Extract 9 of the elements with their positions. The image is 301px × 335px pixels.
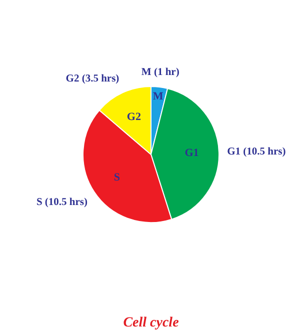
slice-label: M — [152, 90, 164, 103]
data-label: S (10.5 hrs) — [36, 196, 88, 208]
text: Cell cycle — [123, 316, 179, 330]
slice-label: S — [114, 171, 120, 184]
data-label: G2 (3.5 hrs) — [66, 74, 120, 85]
data-label: G1 (10.5 hrs) — [227, 146, 286, 158]
slice-label: G2 — [126, 111, 142, 124]
data-label: M (1 hr) — [141, 67, 180, 78]
slice-label: G1 — [184, 147, 199, 160]
